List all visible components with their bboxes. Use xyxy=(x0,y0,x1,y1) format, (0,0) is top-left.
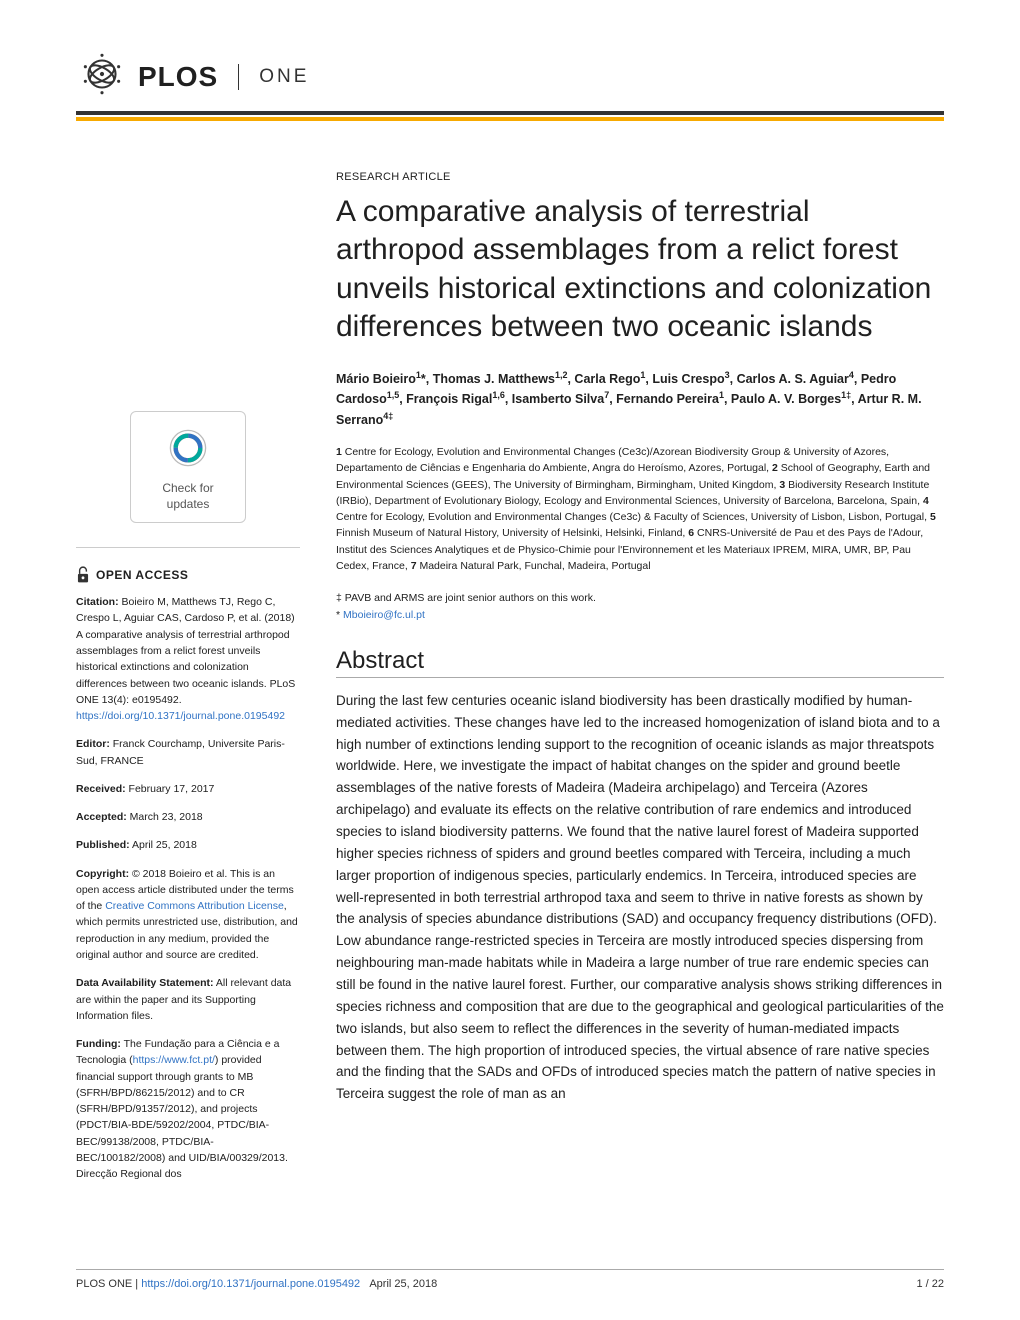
article-type: RESEARCH ARTICLE xyxy=(336,171,944,183)
header: PLOS ONE xyxy=(76,48,944,115)
editor-label: Editor: xyxy=(76,738,110,750)
data-availability-block: Data Availability Statement: All relevan… xyxy=(76,975,300,1024)
funding-text-b: ) provided financial support through gra… xyxy=(76,1054,288,1180)
published-text: April 25, 2018 xyxy=(130,839,197,851)
received-label: Received: xyxy=(76,783,126,795)
footer-journal: PLOS ONE | xyxy=(76,1278,141,1290)
open-access-label: OPEN ACCESS xyxy=(96,568,188,582)
published-label: Published: xyxy=(76,839,130,851)
crossmark-icon xyxy=(166,426,210,470)
citation-block: Citation: Boieiro M, Matthews TJ, Rego C… xyxy=(76,594,300,724)
logo-separator xyxy=(238,64,239,90)
author-notes: ‡ PAVB and ARMS are joint senior authors… xyxy=(336,590,944,623)
funding-block: Funding: The Fundação para a Ciência e a… xyxy=(76,1036,300,1182)
data-label: Data Availability Statement: xyxy=(76,977,214,989)
senior-author-note: ‡ PAVB and ARMS are joint senior authors… xyxy=(336,590,944,606)
publisher-name: PLOS xyxy=(138,61,218,93)
journal-name: ONE xyxy=(259,66,309,88)
footer: PLOS ONE | https://doi.org/10.1371/journ… xyxy=(76,1269,944,1290)
accepted-text: March 23, 2018 xyxy=(127,811,203,823)
article-title: A comparative analysis of terrestrial ar… xyxy=(336,193,944,347)
open-access-row: OPEN ACCESS xyxy=(76,566,300,584)
footer-doi[interactable]: https://doi.org/10.1371/journal.pone.019… xyxy=(141,1278,360,1290)
editor-block: Editor: Franck Courchamp, Universite Par… xyxy=(76,736,300,769)
citation-label: Citation: xyxy=(76,596,119,608)
copyright-block: Copyright: © 2018 Boieiro et al. This is… xyxy=(76,866,300,964)
accepted-block: Accepted: March 23, 2018 xyxy=(76,809,300,825)
accepted-label: Accepted: xyxy=(76,811,127,823)
divider xyxy=(76,547,300,548)
publisher-logo: PLOS ONE xyxy=(76,48,309,105)
received-text: February 17, 2017 xyxy=(126,783,215,795)
abstract-heading: Abstract xyxy=(336,647,944,678)
check-updates-badge[interactable]: Check for updates xyxy=(130,411,246,523)
check-updates-label: Check for updates xyxy=(141,481,235,512)
funding-link[interactable]: https://www.fct.pt/ xyxy=(133,1054,215,1066)
author-list: Mário Boieiro1*, Thomas J. Matthews1,2, … xyxy=(336,369,944,431)
doi-link[interactable]: https://doi.org/10.1371/journal.pone.019… xyxy=(76,710,285,722)
corresponding-email[interactable]: Mboieiro@fc.ul.pt xyxy=(343,609,425,621)
copyright-label: Copyright: xyxy=(76,868,129,880)
cc-link[interactable]: Creative Commons Attribution License xyxy=(105,900,284,912)
footer-left: PLOS ONE | https://doi.org/10.1371/journ… xyxy=(76,1278,437,1290)
article-content: RESEARCH ARTICLE A comparative analysis … xyxy=(336,171,944,1194)
abstract-text: During the last few centuries oceanic is… xyxy=(336,690,944,1105)
sidebar: Check for updates OPEN ACCESS Citation: … xyxy=(76,411,300,1194)
footer-date: April 25, 2018 xyxy=(369,1278,437,1290)
citation-text: Boieiro M, Matthews TJ, Rego C, Crespo L… xyxy=(76,596,295,706)
plos-icon xyxy=(76,48,128,105)
funding-label: Funding: xyxy=(76,1038,121,1050)
received-block: Received: February 17, 2017 xyxy=(76,781,300,797)
published-block: Published: April 25, 2018 xyxy=(76,837,300,853)
affiliations: 1 Centre for Ecology, Evolution and Envi… xyxy=(336,444,944,574)
footer-page: 1 / 22 xyxy=(916,1278,944,1290)
open-lock-icon xyxy=(76,566,90,584)
